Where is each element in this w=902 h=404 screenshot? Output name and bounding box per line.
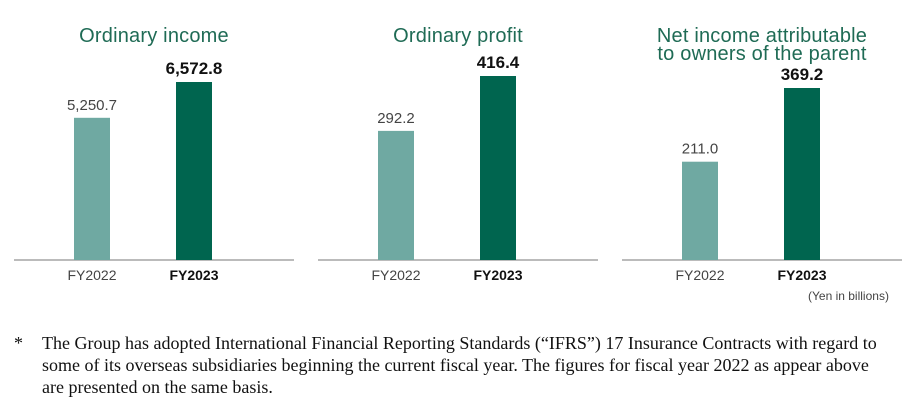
chart-title-line-2: to owners of the parent: [657, 43, 867, 65]
bar-fy2023: [784, 88, 820, 260]
footnote-marker: *: [14, 333, 23, 353]
chart-title-text: Ordinary income: [79, 25, 229, 47]
bar-chart: 5,250.7 FY2022 6,572.8 FY2023: [14, 59, 294, 283]
chart-panel-ordinary-income: Ordinary income 5,250.7 FY2022 6,572.8 FY20…: [14, 0, 294, 300]
bar-chart: 292.2 FY2022 416.4 FY2023: [318, 53, 598, 283]
footnote-text: The Group has adopted International Fina…: [42, 333, 877, 397]
bar-fy2022: [74, 117, 110, 260]
bar-fy2022: [682, 161, 718, 260]
bar-chart: 211.0 FY2022 369.2 FY2023: [622, 65, 902, 283]
data-label: 5,250.7: [67, 97, 117, 114]
chart-panel-ordinary-profit: Ordinary profit 292.2 FY2022 416.4 FY2023: [318, 0, 598, 300]
x-tick-label: FY2023: [169, 267, 218, 283]
chart-panel-net-income: Net income attributable to owners of the…: [622, 0, 902, 300]
data-label: 6,572.8: [166, 59, 223, 78]
chart-title-line-1: Net income attributable: [656, 25, 868, 47]
data-label: 369.2: [781, 65, 824, 84]
bar-fy2023: [176, 82, 212, 260]
x-tick-label: FY2023: [777, 267, 826, 283]
unit-note: (Yen in billions): [808, 289, 889, 303]
bar-fy2023: [480, 76, 516, 260]
chart-title: Ordinary income: [14, 25, 294, 47]
x-tick-label: FY2022: [371, 267, 420, 283]
chart-title: Net income attributable to owners of the…: [622, 25, 902, 65]
data-label: 292.2: [377, 110, 415, 127]
x-tick-label: FY2022: [675, 267, 724, 283]
chart-title: Ordinary profit: [318, 25, 598, 47]
chart-title-text: Ordinary profit: [393, 25, 523, 47]
data-label: 416.4: [477, 53, 520, 72]
x-tick-label: FY2022: [67, 267, 116, 283]
data-label: 211.0: [682, 141, 718, 158]
x-tick-label: FY2023: [473, 267, 522, 283]
bar-fy2022: [378, 130, 414, 260]
